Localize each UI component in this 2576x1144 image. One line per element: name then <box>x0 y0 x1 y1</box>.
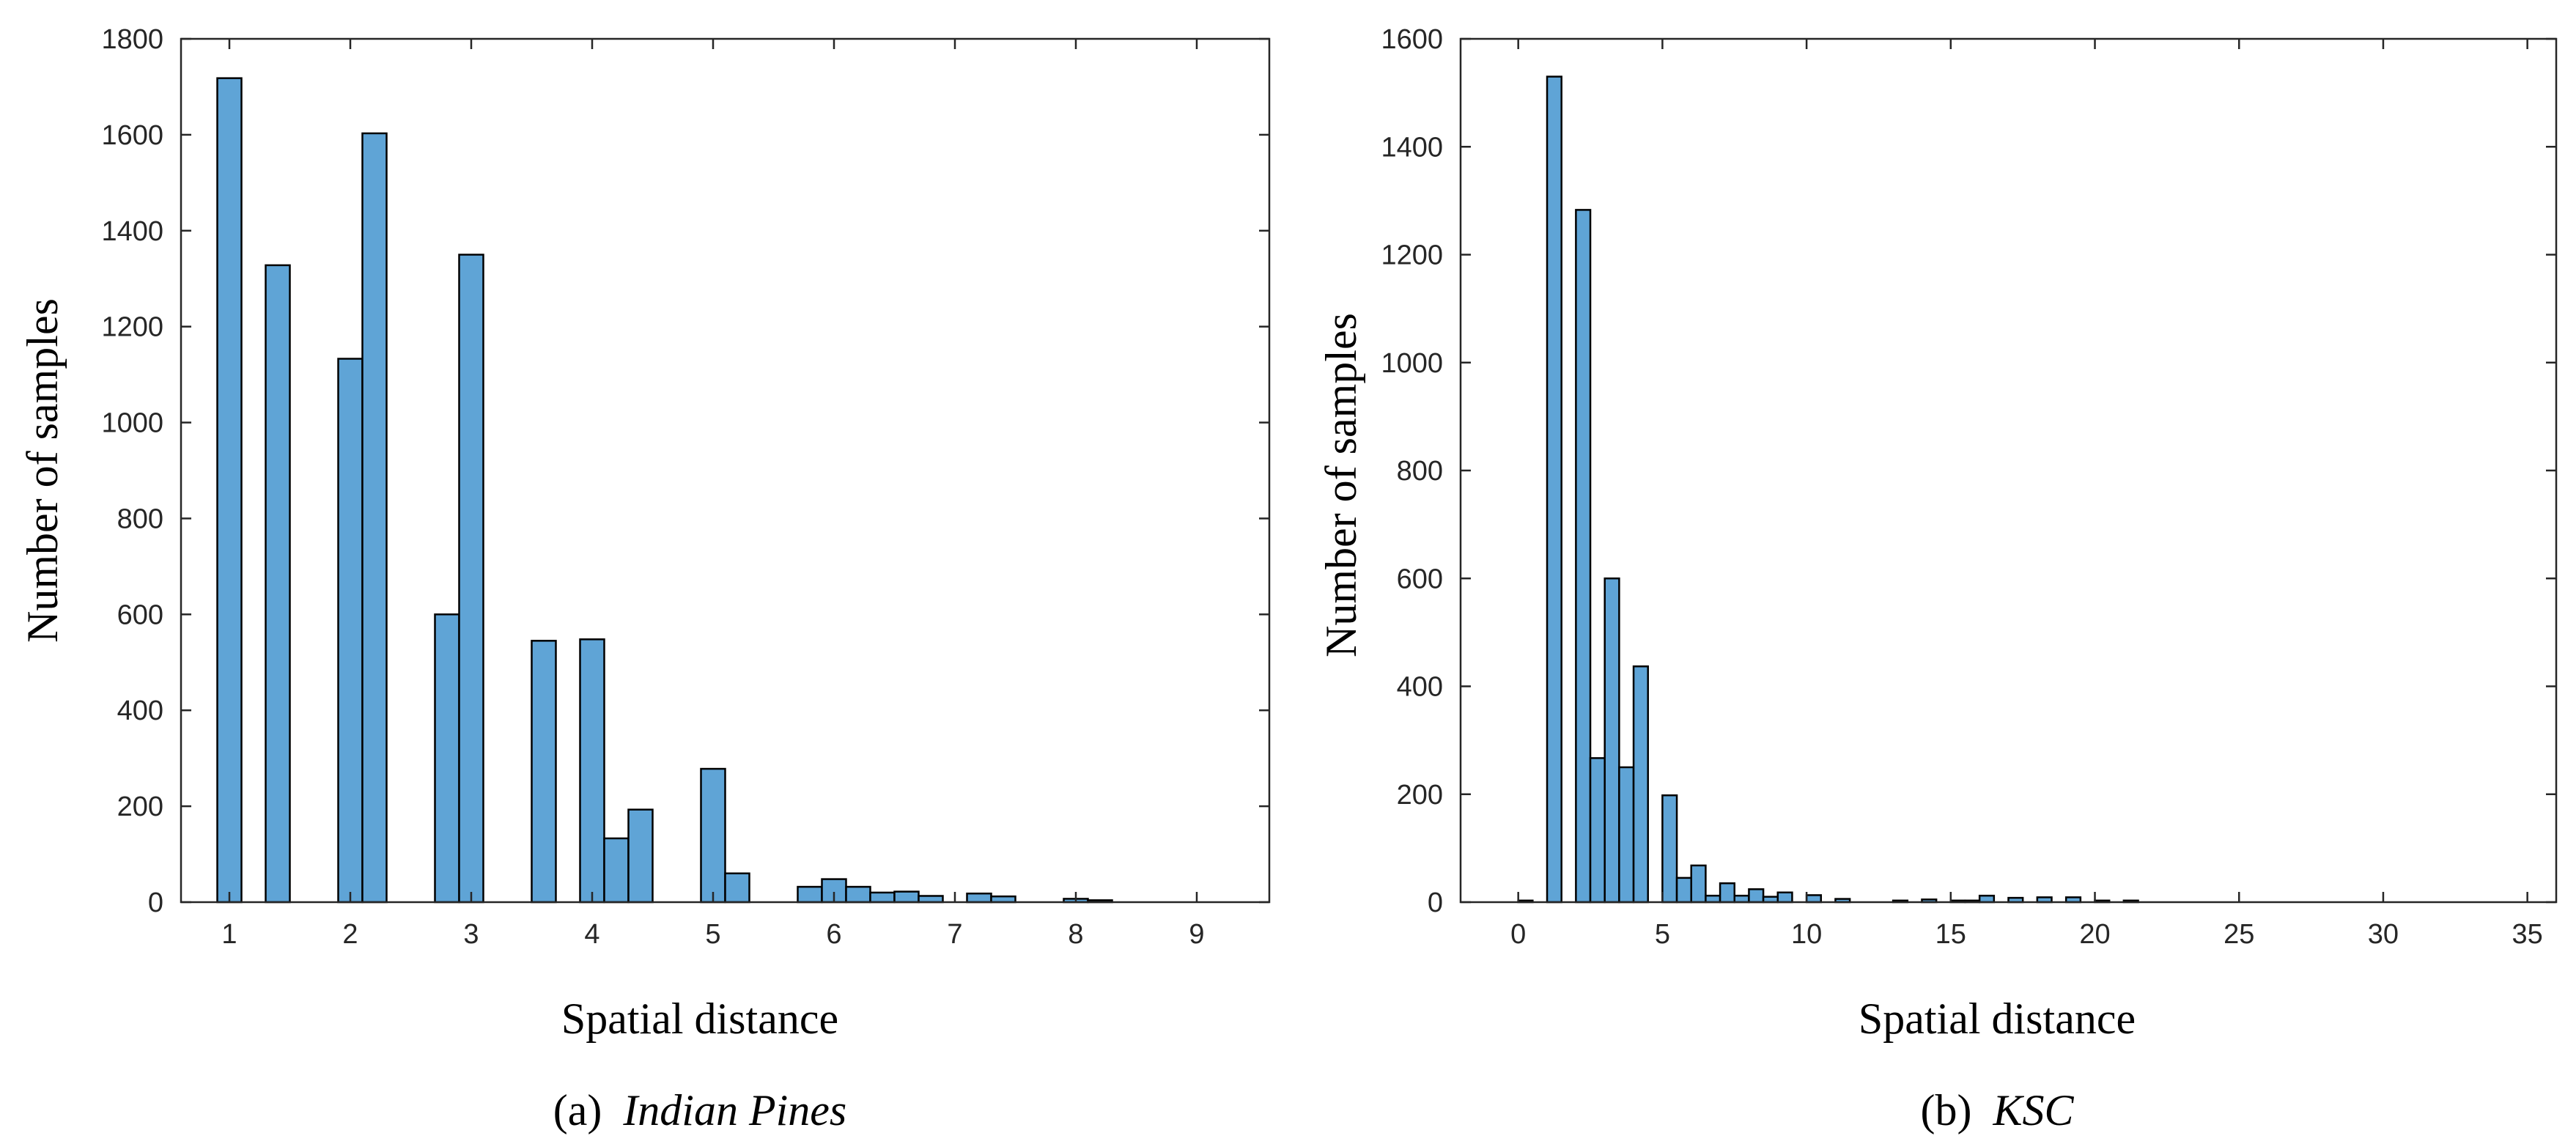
bar-indian-pines-4 <box>434 613 460 904</box>
bar-ksc-15 <box>1776 891 1793 904</box>
y-tick-label-ksc-4: 800 <box>1397 456 1443 487</box>
bars-indian-pines <box>216 77 1113 904</box>
x-tick-label-indian-pines-5: 6 <box>826 919 841 950</box>
bar-ksc-8 <box>1675 877 1692 904</box>
x-tick-label-ksc-5: 25 <box>2223 919 2254 950</box>
chart-ksc: 0 5 10 15 20 25 30 35 0 200 400 600 800 1000 1200 1400 1… <box>1317 24 2558 1134</box>
y-tick-label-ksc-7: 1400 <box>1381 132 1443 163</box>
x-tick-label-indian-pines-2: 3 <box>463 919 479 950</box>
x-tick-label-indian-pines-7: 8 <box>1068 919 1083 950</box>
caption-name-indian-pines: Indian Pines <box>622 1086 846 1134</box>
bar-indian-pines-10 <box>700 767 726 904</box>
x-tick-label-indian-pines-0: 1 <box>221 919 237 950</box>
y-tick-label-indian-pines-7: 1400 <box>101 216 163 247</box>
bar-ksc-22 <box>1978 894 1996 904</box>
x-tick-label-ksc-3: 15 <box>1935 919 1966 950</box>
plot-area-indian-pines <box>180 37 1271 904</box>
x-tick-label-ksc-7: 35 <box>2512 919 2543 950</box>
x-tick-label-indian-pines-4: 5 <box>705 919 720 950</box>
x-tick-label-ksc-4: 20 <box>2079 919 2110 950</box>
bar-indian-pines-12 <box>797 885 823 904</box>
bar-indian-pines-18 <box>966 892 992 904</box>
y-tick-label-indian-pines-5: 1000 <box>101 408 163 439</box>
bar-ksc-4 <box>1603 577 1620 904</box>
y-tick-label-ksc-2: 400 <box>1397 672 1443 703</box>
y-axis-label-ksc: Number of samples <box>1317 313 1365 657</box>
bar-indian-pines-0 <box>216 77 243 904</box>
x-axis-label-ksc: Spatial distance <box>1859 994 2136 1043</box>
x-axis-label-indian-pines: Spatial distance <box>561 994 838 1043</box>
bar-ksc-12 <box>1733 894 1750 904</box>
bar-indian-pines-2 <box>337 358 363 904</box>
bar-indian-pines-15 <box>869 891 896 904</box>
y-tick-label-indian-pines-6: 1200 <box>101 312 163 343</box>
y-tick-label-ksc-3: 600 <box>1397 564 1443 594</box>
bar-indian-pines-7 <box>579 638 605 904</box>
caption-indian-pines: (a) Indian Pines <box>553 1086 847 1134</box>
y-tick-label-indian-pines-2: 400 <box>117 695 163 726</box>
x-tick-label-ksc-0: 0 <box>1510 919 1526 950</box>
caption-name-ksc: KSC <box>1992 1086 2074 1134</box>
bar-indian-pines-8 <box>603 837 630 904</box>
y-tick-label-ksc-0: 0 <box>1428 887 1443 918</box>
bar-ksc-1 <box>1546 75 1562 904</box>
bar-ksc-16 <box>1805 894 1823 904</box>
bar-indian-pines-16 <box>893 890 920 904</box>
bar-ksc-7 <box>1661 794 1678 904</box>
bar-indian-pines-5 <box>458 254 484 904</box>
bar-ksc-2 <box>1575 209 1592 904</box>
x-tick-label-ksc-1: 5 <box>1655 919 1670 950</box>
bar-indian-pines-17 <box>918 895 944 904</box>
ticks-indian-pines: 1 2 3 4 5 6 7 8 9 0 200 400 600 800 1000 1200 1400 1600 18… <box>101 24 1269 950</box>
caption-label-a: (a) <box>553 1086 602 1134</box>
y-tick-label-indian-pines-9: 1800 <box>101 24 163 55</box>
y-tick-label-indian-pines-3: 600 <box>117 599 163 630</box>
chart-indian-pines: 1 2 3 4 5 6 7 8 9 0 200 400 600 800 1000 1200 1400 1600 18… <box>18 24 1271 1134</box>
y-tick-label-ksc-6: 1200 <box>1381 240 1443 271</box>
bar-indian-pines-11 <box>724 872 750 904</box>
bar-indian-pines-14 <box>845 885 871 904</box>
x-tick-label-indian-pines-1: 2 <box>342 919 358 950</box>
ticks-ksc: 0 5 10 15 20 25 30 35 0 200 400 600 800 1000 1200 1400 1… <box>1381 24 2556 950</box>
caption-ksc: (b) KSC <box>1920 1086 2074 1134</box>
bar-ksc-11 <box>1719 882 1736 904</box>
y-tick-label-indian-pines-4: 800 <box>117 503 163 534</box>
caption-label-b: (b) <box>1920 1086 1971 1134</box>
y-axis-label-indian-pines: Number of samples <box>18 298 67 643</box>
y-tick-label-ksc-1: 200 <box>1397 780 1443 811</box>
bar-indian-pines-9 <box>627 808 654 904</box>
bars-ksc <box>1517 75 2139 904</box>
y-tick-label-ksc-8: 1600 <box>1381 24 1443 55</box>
y-tick-label-indian-pines-0: 0 <box>148 887 163 918</box>
y-tick-label-ksc-5: 1000 <box>1381 348 1443 379</box>
bar-ksc-10 <box>1705 894 1721 904</box>
bar-indian-pines-3 <box>361 132 388 904</box>
x-tick-label-indian-pines-8: 9 <box>1189 919 1204 950</box>
x-tick-label-ksc-2: 10 <box>1791 919 1822 950</box>
bar-indian-pines-1 <box>265 264 291 904</box>
x-tick-label-indian-pines-3: 4 <box>584 919 599 950</box>
x-tick-label-ksc-6: 30 <box>2368 919 2399 950</box>
bar-ksc-5 <box>1618 766 1635 904</box>
x-tick-label-indian-pines-6: 7 <box>947 919 962 950</box>
y-tick-label-indian-pines-1: 200 <box>117 791 163 822</box>
bar-indian-pines-6 <box>531 640 557 904</box>
bar-ksc-3 <box>1589 757 1606 904</box>
y-tick-label-indian-pines-8: 1600 <box>101 120 163 151</box>
bar-ksc-13 <box>1748 888 1765 904</box>
bar-ksc-9 <box>1690 864 1707 904</box>
bar-ksc-6 <box>1632 665 1649 904</box>
